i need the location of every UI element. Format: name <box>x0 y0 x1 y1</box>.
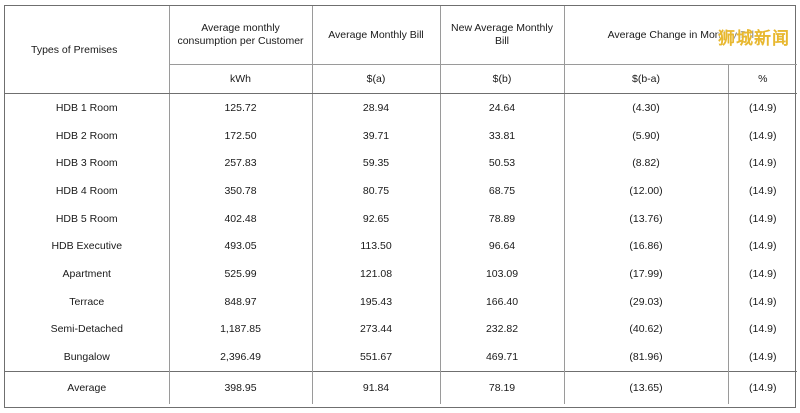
cell-change-amount: (17.99) <box>564 260 729 288</box>
cell-premises-type: HDB 5 Room <box>5 204 170 233</box>
cell-consumption: 402.48 <box>169 204 313 233</box>
cell-avg-bill: 551.67 <box>312 343 441 372</box>
cell-change-percent: (14.9) <box>749 240 777 253</box>
units-row: kWh $(a) $(b) $(b-a) % <box>5 64 797 94</box>
table-row: HDB 3 Room 257.83 59.35 50.53 (8.82) (14.9) <box>5 149 797 178</box>
header-consumption: Average monthly consumption per Customer <box>169 6 313 65</box>
cell-premises-type: Bungalow <box>5 343 170 372</box>
unit-avg-bill: $(a) <box>312 64 441 94</box>
cell-avg-bill: 28.94 <box>312 93 441 122</box>
unit-change-percent: % <box>728 64 797 94</box>
cell-new-bill: 96.64 <box>440 232 565 261</box>
cell-premises-type: HDB Executive <box>5 232 170 261</box>
cell-change-amount: (4.30) <box>564 93 729 122</box>
cell-change-amount: (5.90) <box>564 121 729 150</box>
cell-consumption: 172.50 <box>169 121 313 150</box>
cell-new-bill: 78.19 <box>440 370 565 404</box>
cell-change-amount: (13.65) <box>564 370 729 404</box>
cell-change-percent: (14.9) <box>749 129 777 142</box>
cell-consumption: 125.72 <box>169 93 313 122</box>
table-row: HDB Executive 493.05 113.50 96.64 (16.86) (14… <box>5 232 797 261</box>
cell-new-bill: 78.89 <box>440 204 565 233</box>
cell-new-bill: 232.82 <box>440 315 565 344</box>
cell-avg-bill: 113.50 <box>312 232 441 261</box>
cell-premises-type: HDB 4 Room <box>5 177 170 205</box>
cell-change-percent: (14.9) <box>728 370 797 404</box>
cell-consumption: 350.78 <box>169 177 313 205</box>
cell-premises-type: Terrace <box>5 287 170 316</box>
cell-change-percent: (14.9) <box>749 184 777 197</box>
cell-consumption: 525.99 <box>169 260 313 288</box>
table-row: Semi-Detached 1,187.85 273.44 232.82 (40.62)… <box>5 315 797 344</box>
cell-premises-type: Apartment <box>5 260 170 288</box>
cell-consumption: 1,187.85 <box>169 315 313 344</box>
unit-new-bill: $(b) <box>440 64 565 94</box>
header-type: Types of Premises <box>5 6 170 94</box>
table-row: HDB 1 Room 125.72 28.94 24.64 (4.30) (14.9) <box>5 93 797 122</box>
cell-change-percent: (14.9) <box>749 351 777 364</box>
table-row: Bungalow 2,396.49 551.67 469.71 (81.96) (14.9… <box>5 343 797 372</box>
cell-premises-type: HDB 2 Room <box>5 121 170 150</box>
header-row: Types of Premises Average monthly consum… <box>5 6 797 94</box>
cell-new-bill: 68.75 <box>440 177 565 205</box>
table-row: Apartment 525.99 121.08 103.09 (17.99) (14.9) <box>5 260 797 288</box>
cell-premises-type: HDB 3 Room <box>5 149 170 178</box>
cell-avg-bill: 91.84 <box>312 370 441 404</box>
cell-change-amount: (29.03) <box>564 287 729 316</box>
header-avg-bill: Average Monthly Bill <box>312 6 441 65</box>
cell-change-percent: (14.9) <box>749 323 777 336</box>
cell-change-percent: (14.9) <box>749 267 777 280</box>
cell-new-bill: 33.81 <box>440 121 565 150</box>
average-row: Average 398.95 91.84 78.19 (13.65) (14.9) <box>5 370 797 404</box>
cell-avg-bill: 195.43 <box>312 287 441 316</box>
table-row: HDB 2 Room 172.50 39.71 33.81 (5.90) (14.9) <box>5 121 797 150</box>
cell-new-bill: 50.53 <box>440 149 565 178</box>
cell-avg-bill: 80.75 <box>312 177 441 205</box>
cell-consumption: 848.97 <box>169 287 313 316</box>
cell-avg-bill: 92.65 <box>312 204 441 233</box>
header-new-bill: New Average Monthly Bill <box>440 6 565 65</box>
cell-consumption: 2,396.49 <box>169 343 313 372</box>
cell-avg-bill: 121.08 <box>312 260 441 288</box>
table-row: HDB 5 Room 402.48 92.65 78.89 (13.76) (14.9) <box>5 204 797 233</box>
cell-new-bill: 103.09 <box>440 260 565 288</box>
table-body: HDB 1 Room 125.72 28.94 24.64 (4.30) (14.9) HD… <box>5 93 797 404</box>
cell-change-amount: (16.86) <box>564 232 729 261</box>
cell-consumption: 493.05 <box>169 232 313 261</box>
cell-avg-bill: 59.35 <box>312 149 441 178</box>
cell-new-bill: 469.71 <box>440 343 565 372</box>
cell-premises-type: Average <box>5 370 170 404</box>
cell-change-percent: (14.9) <box>749 295 777 308</box>
cell-change-amount: (8.82) <box>564 149 729 178</box>
cell-change-amount: (13.76) <box>564 204 729 233</box>
cell-change-amount: (40.62) <box>564 315 729 344</box>
cell-avg-bill: 273.44 <box>312 315 441 344</box>
cell-consumption: 398.95 <box>169 370 313 404</box>
cell-new-bill: 24.64 <box>440 93 565 122</box>
cell-change-amount: (81.96) <box>564 343 729 372</box>
header-change: Average Change in Monthly Bill <box>564 6 797 65</box>
watermark-logo: 狮城新闻 <box>718 29 790 49</box>
cell-new-bill: 166.40 <box>440 287 565 316</box>
cell-premises-type: Semi-Detached <box>5 315 170 344</box>
unit-change-amount: $(b-a) <box>564 64 729 94</box>
unit-consumption: kWh <box>169 64 313 94</box>
tariff-table-frame: Types of Premises Average monthly consum… <box>4 5 797 408</box>
cell-change-percent: (14.9) <box>749 157 777 170</box>
table-row: HDB 4 Room 350.78 80.75 68.75 (12.00) (14.9) <box>5 177 797 205</box>
cell-change-percent: (14.9) <box>749 212 777 225</box>
table-row: Terrace 848.97 195.43 166.40 (29.03) (14.9) <box>5 287 797 316</box>
cell-premises-type: HDB 1 Room <box>5 93 170 122</box>
cell-change-amount: (12.00) <box>564 177 729 205</box>
cell-avg-bill: 39.71 <box>312 121 441 150</box>
tariff-table: Types of Premises Average monthly consum… <box>5 6 797 404</box>
cell-consumption: 257.83 <box>169 149 313 178</box>
cell-change-percent: (14.9) <box>749 101 777 114</box>
